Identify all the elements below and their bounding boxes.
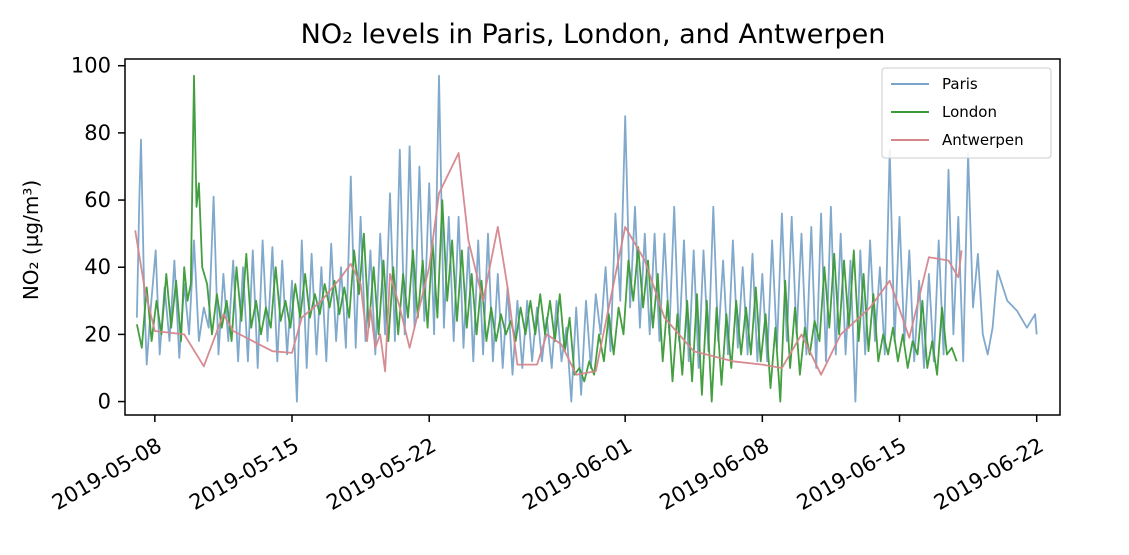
chart-title: NO₂ levels in Paris, London, and Antwerp…	[301, 19, 886, 50]
y-tick-label-20: 20	[84, 322, 111, 346]
legend-label-antwerpen: Antwerpen	[942, 131, 1024, 149]
legend: Paris London Antwerpen	[881, 67, 1052, 159]
plot-area	[134, 74, 1038, 403]
y-tick-label-80: 80	[84, 121, 111, 145]
legend-label-paris: Paris	[942, 75, 978, 93]
y-tick-label-100: 100	[71, 54, 111, 78]
legend-label-london: London	[942, 103, 997, 121]
y-tick-label-40: 40	[84, 255, 111, 279]
y-axis-label: NO₂ (µg/m³)	[19, 180, 43, 300]
y-tick-label-60: 60	[84, 188, 111, 212]
y-tick-label-0: 0	[98, 390, 111, 414]
legend-box	[881, 67, 1052, 159]
series-line-antwerpen	[134, 152, 963, 376]
series-line-paris	[136, 74, 1038, 403]
axes-frame	[124, 58, 1061, 416]
series-line-london	[136, 74, 958, 403]
